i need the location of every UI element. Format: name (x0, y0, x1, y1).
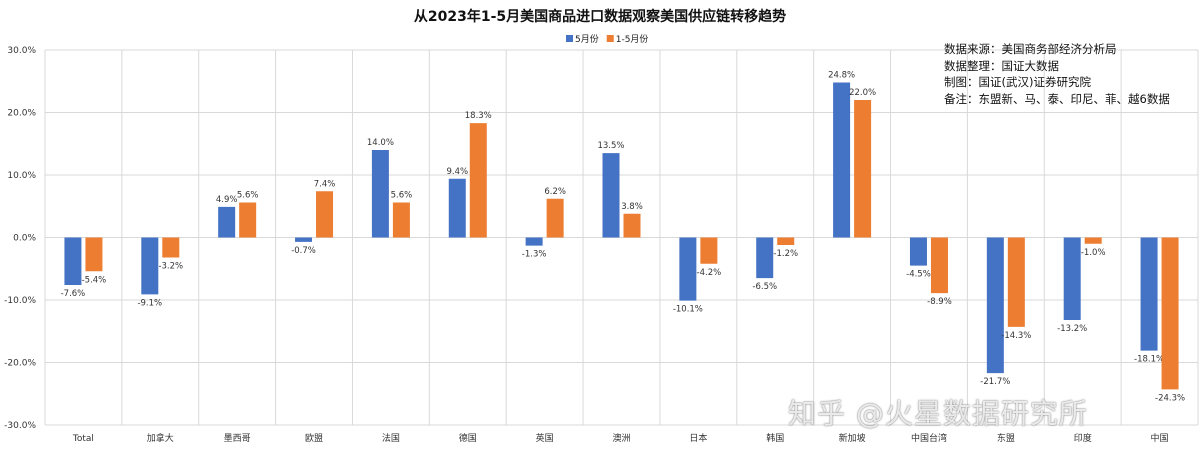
x-tick-label: 中国台湾 (911, 432, 947, 444)
bar-s2-1 (162, 237, 180, 258)
y-tick-label: -10.0% (4, 296, 36, 306)
data-label: 22.0% (849, 88, 876, 98)
data-label: 18.3% (465, 111, 492, 121)
data-label: -0.7% (291, 246, 316, 256)
x-tick-label: 墨西哥 (224, 433, 251, 444)
bar-s2-9 (777, 237, 795, 245)
note-source: 数据来源：美国商务部经济分析局 (944, 42, 1117, 56)
bar-s2-4 (392, 202, 410, 238)
data-label: -1.0% (1081, 248, 1106, 258)
bar-s1-13 (1063, 237, 1081, 320)
data-label: 24.8% (828, 71, 855, 81)
bar-s1-1 (141, 237, 159, 295)
data-label: -9.1% (137, 298, 162, 308)
bar-s1-6 (525, 237, 543, 246)
legend-label-1: 5月份 (575, 33, 599, 45)
x-tick-label: 东盟 (997, 432, 1015, 444)
y-tick-label: 20.0% (7, 109, 36, 119)
chart-title: 从2023年1-5月美国商品进口数据观察美国供应链转移趋势 (414, 8, 786, 25)
bar-s1-10 (833, 82, 851, 238)
data-label: -18.1% (1134, 355, 1164, 365)
data-label: 3.8% (621, 202, 643, 212)
bar-s1-4 (371, 150, 389, 238)
bar-s2-10 (854, 100, 872, 238)
x-tick-label: 新加坡 (839, 432, 866, 444)
bar-s2-3 (316, 191, 334, 238)
data-label: 5.6% (391, 191, 413, 201)
bar-s2-11 (930, 237, 948, 294)
x-tick-label: 英国 (536, 432, 554, 444)
note-drawn-by: 制图：国证(武汉)证券研究院 (944, 75, 1091, 89)
data-label: -13.2% (1057, 324, 1087, 334)
data-label: 4.9% (216, 195, 238, 205)
watermark-text: 知乎 @火星数据研究所 (788, 397, 1088, 430)
data-label: -14.3% (1001, 331, 1031, 341)
data-label: -1.3% (522, 250, 547, 260)
x-tick-label: 加拿大 (147, 432, 174, 444)
legend-swatch-1 (566, 35, 573, 42)
bar-s1-12 (986, 237, 1004, 374)
data-label: -6.5% (752, 282, 777, 292)
bar-s2-5 (469, 123, 487, 238)
data-label: 6.2% (544, 187, 566, 197)
data-label: -4.5% (906, 270, 931, 280)
data-label: -24.3% (1155, 393, 1185, 403)
bar-s2-7 (623, 213, 641, 238)
bar-s1-7 (602, 153, 620, 238)
x-tick-label: 欧盟 (305, 432, 323, 444)
data-label: -10.1% (673, 305, 703, 315)
bar-s2-6 (546, 198, 564, 238)
bar-s2-8 (700, 237, 718, 264)
bar-s2-2 (239, 202, 257, 238)
x-tick-label: 印度 (1074, 432, 1092, 444)
data-label: 5.6% (237, 191, 259, 201)
data-label: -8.9% (927, 297, 952, 307)
data-label: 14.0% (367, 138, 394, 148)
legend-label-2: 1-5月份 (616, 33, 649, 45)
data-label: 7.4% (314, 179, 336, 189)
bar-s1-8 (679, 237, 697, 301)
bar-s2-13 (1084, 237, 1102, 244)
x-tick-label: 韩国 (766, 432, 784, 444)
bar-s1-5 (448, 178, 466, 238)
y-tick-label: -20.0% (4, 359, 36, 369)
bar-s2-0 (85, 237, 103, 272)
bar-s1-9 (756, 237, 774, 279)
legend-swatch-2 (606, 35, 614, 42)
source-notes: 数据来源：美国商务部经济分析局 数据整理：国证大数据 制图：国证(武汉)证券研究… (944, 41, 1170, 107)
note-compiled-by: 数据整理：国证大数据 (944, 58, 1059, 73)
bar-s1-14 (1140, 237, 1158, 351)
bar-s1-2 (218, 206, 236, 238)
data-label: 9.4% (446, 167, 468, 177)
x-tick-label: Total (72, 434, 94, 444)
data-label: -1.2% (773, 249, 798, 259)
y-tick-label: 30.0% (7, 46, 36, 56)
data-label: -3.2% (158, 262, 183, 272)
x-tick-label: 澳洲 (612, 432, 630, 444)
data-label: -5.4% (82, 275, 107, 285)
x-tick-label: 德国 (459, 432, 477, 444)
bar-s1-11 (909, 237, 927, 266)
data-label: -4.2% (697, 268, 722, 278)
data-label: 13.5% (597, 141, 624, 151)
x-tick-label: 日本 (689, 432, 707, 444)
y-tick-label: -30.0% (4, 421, 36, 431)
bar-s2-12 (1007, 237, 1025, 327)
bar-s1-3 (295, 237, 313, 242)
data-label: -7.6% (61, 289, 86, 299)
y-tick-label: 0.0% (13, 234, 36, 244)
data-label: -21.7% (980, 377, 1010, 387)
note-remark: 备注：东盟新、马、泰、印尼、菲、越6数据 (944, 91, 1170, 106)
x-tick-label: 法国 (382, 432, 400, 444)
bar-s2-14 (1161, 237, 1179, 390)
y-tick-label: 10.0% (7, 171, 36, 181)
bar-s1-0 (64, 237, 82, 285)
x-tick-label: 中国 (1151, 432, 1169, 444)
